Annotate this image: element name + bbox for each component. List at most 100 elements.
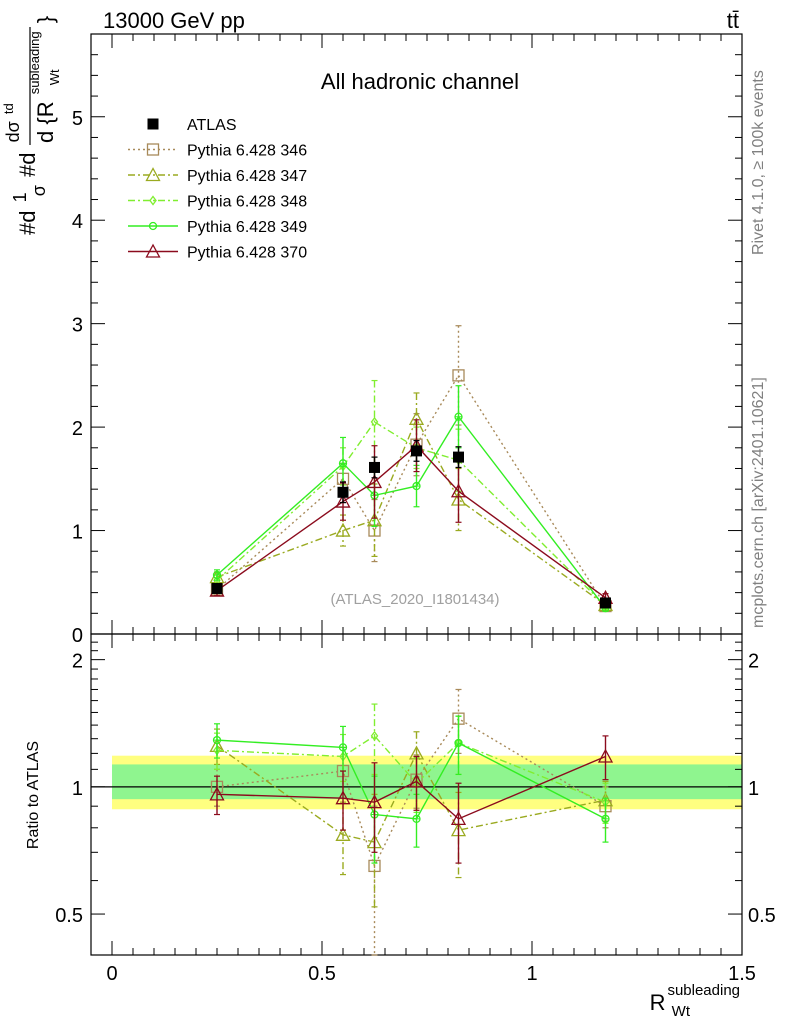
ratio-panel: 0.5 0.51 12 2 0 0.5 1 1.5 Ratio to ATLAS R Wt … xyxy=(25,633,776,1020)
main-y-axis-label: #d 1 σ #d dσ td d {R subleading Wt } xyxy=(0,16,64,235)
ratio-line xyxy=(216,734,606,803)
data-point xyxy=(337,486,349,498)
legend-marker xyxy=(147,118,159,130)
ratio-point xyxy=(454,738,463,748)
main-panel: 0 1 2 3 4 5 All hadronic channel (ATLAS_2020_… xyxy=(0,16,743,647)
x-tick-label: 0.5 xyxy=(308,963,336,985)
y-tick-label-right: 1 xyxy=(748,778,759,800)
ylabel-part: σ xyxy=(29,185,49,196)
ratio-point xyxy=(335,826,351,841)
ratio-point xyxy=(408,773,425,788)
legend-entry: Pythia 6.428 347 xyxy=(128,167,307,185)
legend-label: Pythia 6.428 348 xyxy=(187,194,307,211)
svg-text:d {R subleading: d {R subleading Wt } xyxy=(19,16,64,143)
main-series xyxy=(212,385,610,613)
y-tick-label: 0.5 xyxy=(55,905,83,927)
data-point xyxy=(600,597,611,609)
data-point xyxy=(453,451,464,463)
analysis-watermark: (ATLAS_2020_I1801434) xyxy=(330,591,499,608)
legend-marker xyxy=(148,221,158,231)
ylabel-part: d {R xyxy=(33,101,58,143)
xlabel-sub: Wt xyxy=(672,1003,691,1020)
x-tick-label: 0 xyxy=(106,963,117,985)
data-series xyxy=(211,439,611,609)
ratio-axis-ticks xyxy=(90,633,743,956)
main-point xyxy=(335,522,351,537)
data-point xyxy=(211,582,223,594)
ratio-point xyxy=(450,810,467,825)
legend-entry: Pythia 6.428 348 xyxy=(128,194,307,211)
main-series xyxy=(209,392,614,612)
x-axis-label: R Wt xyxy=(650,990,691,1020)
ratio-point xyxy=(366,794,383,809)
uncertainty-band-stat xyxy=(112,764,742,800)
y-tick-label: 2 xyxy=(72,651,83,673)
energy-label: 13000 GeV pp xyxy=(103,8,245,33)
ylabel-part: Wt xyxy=(47,69,62,85)
main-point xyxy=(412,481,421,491)
y-tick-label: 5 xyxy=(72,108,83,130)
ratio-point xyxy=(412,814,421,823)
ylabel-part: 1 xyxy=(10,192,30,202)
ylabel-part: #d xyxy=(15,153,40,177)
ratio-plot-frame xyxy=(90,633,743,956)
legend-entry: ATLAS xyxy=(147,117,237,134)
ratio-point xyxy=(212,735,222,745)
legend-entry: Pythia 6.428 346 xyxy=(128,143,307,160)
ylabel-part: dσ xyxy=(3,121,23,142)
main-line xyxy=(216,420,606,607)
ylabel-part: } xyxy=(33,16,58,23)
legend: ATLAS Pythia 6.428 346 Pythia 6.428 347 Pyt… xyxy=(128,117,307,262)
ratio-point xyxy=(335,790,351,805)
legend-label: Pythia 6.428 349 xyxy=(187,219,307,236)
legend-label: ATLAS xyxy=(187,117,237,134)
main-point xyxy=(454,412,463,421)
ylabel-part: subleading xyxy=(27,31,42,94)
y-tick-label: 1 xyxy=(72,778,83,800)
y-tick-label: 1 xyxy=(72,522,83,544)
rivet-label: Rivet 4.1.0, ≥ 100k events xyxy=(750,70,767,255)
ratio-point xyxy=(338,743,348,752)
main-point xyxy=(212,570,222,580)
ratio-point xyxy=(597,748,614,763)
xlabel-main: R xyxy=(650,990,666,1015)
main-axis-ticks xyxy=(90,33,743,635)
main-point xyxy=(338,459,348,468)
xlabel-sup: subleading xyxy=(667,982,740,999)
main-line xyxy=(216,374,607,607)
legend-label: Pythia 6.428 347 xyxy=(187,168,307,185)
ratio-line xyxy=(216,717,606,868)
legend-label: Pythia 6.428 370 xyxy=(187,245,307,262)
main-point xyxy=(452,369,465,382)
y-tick-label: 2 xyxy=(72,418,83,440)
process-label: tt̄ xyxy=(727,8,739,33)
ratio-y-axis-label: Ratio to ATLAS xyxy=(25,741,42,849)
data-point xyxy=(411,445,422,457)
ylabel-part: #d xyxy=(15,211,40,235)
ratio-series xyxy=(209,735,614,864)
ratio-series-layer xyxy=(209,688,614,956)
main-point xyxy=(335,493,351,508)
main-line xyxy=(216,417,606,606)
main-point xyxy=(370,416,379,428)
y-tick-label-right: 2 xyxy=(748,651,759,673)
ylabel-part: td xyxy=(1,103,16,114)
svg-text:#d 1 σ: #d 1 σ #d dσ td xyxy=(0,103,50,235)
legend-marker xyxy=(145,243,161,258)
y-tick-label: 3 xyxy=(72,315,83,337)
main-line xyxy=(216,444,606,599)
main-series-layer xyxy=(209,325,614,613)
ratio-point xyxy=(601,814,610,823)
main-y-tick-labels: 0 1 2 3 4 5 xyxy=(72,108,83,647)
x-tick-labels: 0 0.5 1 1.5 xyxy=(106,963,755,985)
y-tick-label: 0 xyxy=(72,625,83,647)
legend-entry: Pythia 6.428 370 xyxy=(128,243,307,262)
main-point xyxy=(450,483,467,498)
main-line xyxy=(216,415,607,609)
legend-marker xyxy=(145,167,161,182)
legend-entry: Pythia 6.428 349 xyxy=(128,219,307,236)
y-tick-label: 4 xyxy=(72,211,83,233)
main-series xyxy=(213,379,610,612)
data-point xyxy=(369,461,380,473)
